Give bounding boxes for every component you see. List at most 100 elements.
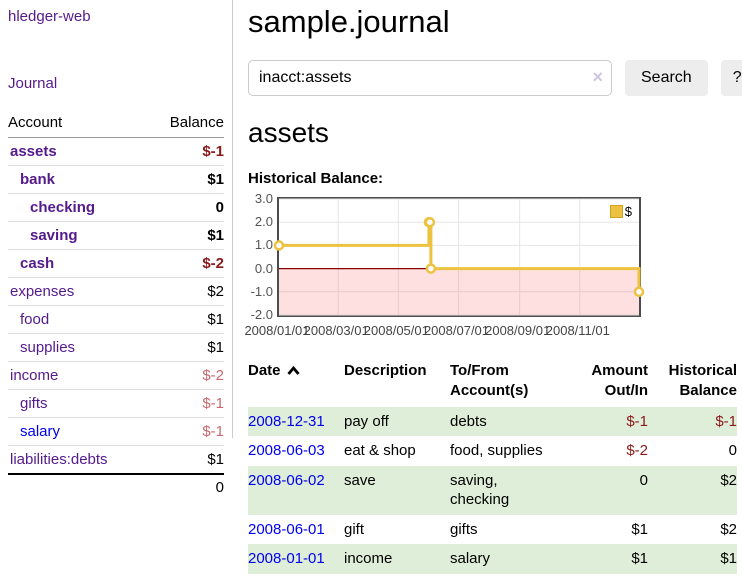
account-link[interactable]: bank xyxy=(20,171,56,188)
transaction-date-link[interactable]: 2008-06-01 xyxy=(248,520,325,538)
transaction-accounts: food, supplies xyxy=(450,442,543,459)
transaction-balance: 0 xyxy=(728,442,737,459)
chart-title: Historical Balance: xyxy=(248,170,384,187)
app-title-link[interactable]: hledger-web xyxy=(8,8,91,25)
transaction-balance: $2 xyxy=(720,471,737,489)
transaction-balance: $-1 xyxy=(715,412,737,430)
account-row: supplies $1 xyxy=(8,333,224,362)
account-link[interactable]: supplies xyxy=(20,339,76,356)
x-axis-tick-label: 2008/07/01 xyxy=(423,323,490,338)
transaction-date-link[interactable]: 2008-01-01 xyxy=(248,550,325,567)
accounts-total-row: 0 xyxy=(8,473,224,502)
transaction-row: 2008-06-03 eat & shop food, supplies $-2 0 xyxy=(248,436,737,466)
column-header-date[interactable]: Date xyxy=(248,359,344,407)
account-link[interactable]: salary xyxy=(20,423,61,440)
transaction-row: 2008-06-02 save saving, checking 0 $2 xyxy=(248,465,737,515)
transaction-amount: $-2 xyxy=(626,442,648,459)
account-balance: $1 xyxy=(147,165,224,194)
y-axis-tick-label: 3.0 xyxy=(254,191,273,206)
account-link[interactable]: expenses xyxy=(10,283,75,300)
search-button[interactable]: Search xyxy=(625,60,708,96)
chart-legend: $ xyxy=(607,203,634,220)
column-header-amount: Amount Out/In xyxy=(591,362,648,400)
transaction-date-link[interactable]: 2008-06-02 xyxy=(248,471,325,489)
account-link[interactable]: assets xyxy=(10,143,57,160)
account-row: expenses $2 xyxy=(8,277,224,306)
sort-ascending-icon xyxy=(286,365,300,375)
account-balance: $1 xyxy=(147,333,224,362)
transaction-amount: $1 xyxy=(631,520,648,538)
y-axis-tick-label: 0.0 xyxy=(254,260,273,276)
transaction-description: pay off xyxy=(344,412,389,430)
help-button[interactable]: ? xyxy=(720,60,742,96)
account-row: assets $-1 xyxy=(8,137,224,166)
transactions-header-row: Date Description To/From Account(s) Amount Ou… xyxy=(248,359,737,407)
column-header-historical: Historical Balance xyxy=(668,362,737,400)
balance-chart: $ 3.0 2.0 1.0 0.0 -1.0 -2.0 2008/01/01 2008/03/… xyxy=(244,192,737,343)
account-balance: $1 xyxy=(147,305,224,334)
account-row: gifts $-1 xyxy=(8,389,224,418)
transaction-date-link[interactable]: 2008-06-03 xyxy=(248,442,325,459)
account-row: saving $1 xyxy=(8,221,224,250)
transaction-amount: 0 xyxy=(639,471,648,489)
x-axis-tick-label: 2008/03/01 xyxy=(303,323,369,338)
transaction-description: income xyxy=(344,550,393,567)
column-header-to-from: To/From Account(s) xyxy=(450,362,529,400)
accounts-table: Account Balance assets $-1 bank $1 checking 0… xyxy=(8,111,224,502)
transaction-balance: $1 xyxy=(720,550,737,567)
journal-link[interactable]: Journal xyxy=(8,75,58,92)
x-axis-tick-label: 2008/01/01 xyxy=(244,323,310,338)
page-title: sample.journal xyxy=(248,4,450,39)
account-balance: $1 xyxy=(147,221,224,250)
account-balance: $2 xyxy=(147,277,224,306)
account-balance: $-2 xyxy=(147,249,224,278)
transaction-balance: $2 xyxy=(720,520,737,538)
transaction-date-link[interactable]: 2008-12-31 xyxy=(248,412,325,430)
account-link[interactable]: cash xyxy=(20,255,55,272)
column-header-description: Description xyxy=(344,362,427,379)
account-link[interactable]: saving xyxy=(30,227,78,244)
main-content: sample.journal × Search ? assets Histori… xyxy=(244,0,742,574)
account-link[interactable]: gifts xyxy=(20,395,48,412)
transaction-description: save xyxy=(344,471,376,489)
account-row: income $-2 xyxy=(8,361,224,390)
account-row: bank $1 xyxy=(8,165,224,194)
account-heading: assets xyxy=(248,117,329,148)
transaction-accounts: gifts xyxy=(450,520,478,538)
clear-search-icon[interactable]: × xyxy=(592,67,603,87)
account-balance: $-1 xyxy=(147,417,224,446)
accounts-header-balance: Balance xyxy=(147,111,224,138)
accounts-header-row: Account Balance xyxy=(8,111,224,138)
account-balance: $-1 xyxy=(147,137,224,166)
account-link[interactable]: income xyxy=(10,367,59,384)
transaction-row: 2008-12-31 pay off debts $-1 $-1 xyxy=(248,406,737,436)
search-input[interactable] xyxy=(248,60,612,96)
y-axis-tick-label: 1.0 xyxy=(254,237,273,253)
transactions-table: Date Description To/From Account(s) Amount Ou… xyxy=(248,359,737,574)
account-row: liabilities:debts $1 xyxy=(8,445,224,474)
account-balance: $-2 xyxy=(147,361,224,390)
search-bar: × Search ? xyxy=(248,60,742,96)
accounts-total-value: 0 xyxy=(8,473,224,502)
y-axis-tick-label: 2.0 xyxy=(254,214,273,230)
transaction-description: eat & shop xyxy=(344,442,416,459)
account-row: checking 0 xyxy=(8,193,224,222)
nav-journal: Journal xyxy=(8,75,224,92)
transaction-amount: $1 xyxy=(631,550,648,567)
accounts-header-account: Account xyxy=(8,111,148,138)
transaction-accounts: salary xyxy=(450,550,491,567)
x-axis-tick-label: 2008/05/01 xyxy=(363,323,429,338)
transaction-accounts: saving, checking xyxy=(450,471,510,509)
chart-plot-area[interactable]: $ xyxy=(273,197,645,317)
x-axis-tick-label: 2008/09/01 xyxy=(485,323,551,338)
legend-swatch-icon xyxy=(609,205,623,218)
account-link[interactable]: checking xyxy=(30,199,96,216)
sidebar: hledger-web Journal Account Balance asse… xyxy=(0,0,233,502)
legend-label: $ xyxy=(624,204,632,219)
transaction-description: gift xyxy=(344,520,365,538)
account-row: cash $-2 xyxy=(8,249,224,278)
transaction-row: 2008-01-01 income salary $1 $1 xyxy=(248,544,737,574)
account-link[interactable]: food xyxy=(20,311,50,328)
account-link[interactable]: liabilities:debts xyxy=(10,451,108,468)
account-balance: $1 xyxy=(147,445,224,474)
